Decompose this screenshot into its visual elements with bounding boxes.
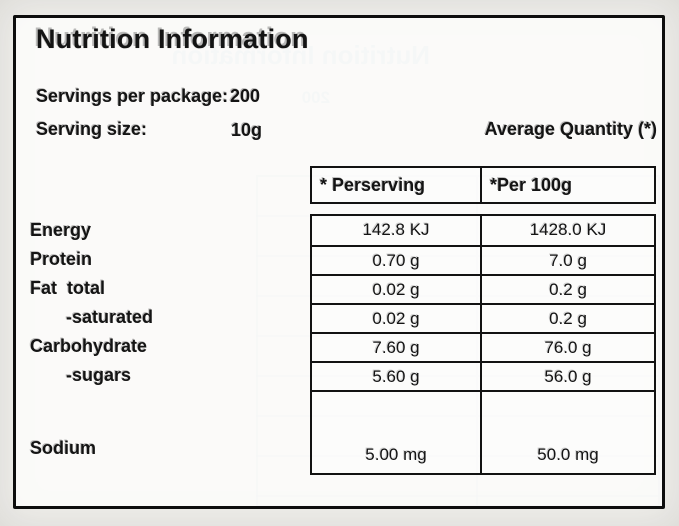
- nutrient-label-fat-total: Fat total: [30, 278, 105, 298]
- serving-size-label: Serving size:: [36, 119, 148, 139]
- table-row-energy: 142.8 KJ 1428.0 KJ: [312, 216, 654, 245]
- per-100g-value: 56.0 g: [544, 367, 592, 386]
- table-row-carbohydrate: 7.60 g 76.0 g: [312, 332, 654, 361]
- nutrient-label-protein: Protein: [30, 249, 93, 269]
- servings-per-package-value: 200: [230, 86, 261, 106]
- nutrition-table: 142.8 KJ 1428.0 KJ 0.70 g 7.0 g 0.02 g 0…: [310, 214, 656, 475]
- nutrition-label: [13, 15, 665, 509]
- nutrient-label-carbohydrate: Carbohydrate: [30, 336, 148, 356]
- per-serving-value: 0.70 g: [312, 247, 482, 274]
- per-serving-value: 142.8 KJ: [312, 216, 482, 245]
- table-row-protein: 0.70 g 7.0 g: [312, 245, 654, 274]
- table-row-sugars: 5.60 g 56.0 g: [312, 361, 654, 390]
- nutrient-label-sodium: Sodium: [30, 438, 96, 458]
- per-serving-value: 7.60 g: [312, 334, 482, 361]
- per-serving-value: 0.02 g: [312, 276, 482, 303]
- table-row-sodium: 5.00 mg 50.0 mg: [312, 390, 654, 473]
- per-100g-value: 76.0 g: [544, 338, 592, 357]
- per-serving-value: 0.02 g: [312, 305, 482, 332]
- nutrient-label-energy: Energy: [30, 220, 92, 240]
- table-row-fat-total: 0.02 g 0.2 g: [312, 274, 654, 303]
- per-100g-value: 50.0 mg: [537, 445, 599, 464]
- per-100g-value: 0.2 g: [549, 280, 587, 299]
- per-100g-value: 1428.0 KJ: [529, 220, 607, 239]
- nutrient-label-saturated: -saturated: [66, 307, 154, 327]
- serving-size-value: 10g: [231, 120, 263, 140]
- per-100g-value: 7.0 g: [549, 251, 587, 270]
- nutrient-label-sugars: -sugars: [66, 365, 132, 385]
- per-serving-value: 5.00 mg: [312, 392, 482, 473]
- per-serving-column-header: * Perserving: [312, 168, 482, 202]
- servings-per-package-label: Servings per package:: [36, 86, 229, 106]
- label-title: Nutrition Information: [36, 24, 309, 54]
- table-header-row: * Perserving *Per 100g: [310, 166, 656, 204]
- table-row-saturated: 0.02 g 0.2 g: [312, 303, 654, 332]
- per-serving-value: 5.60 g: [312, 363, 482, 390]
- average-quantity-label: Average Quantity (*): [484, 119, 657, 139]
- per-100g-value: 0.2 g: [549, 309, 587, 328]
- per-100g-column-header: *Per 100g: [490, 175, 573, 195]
